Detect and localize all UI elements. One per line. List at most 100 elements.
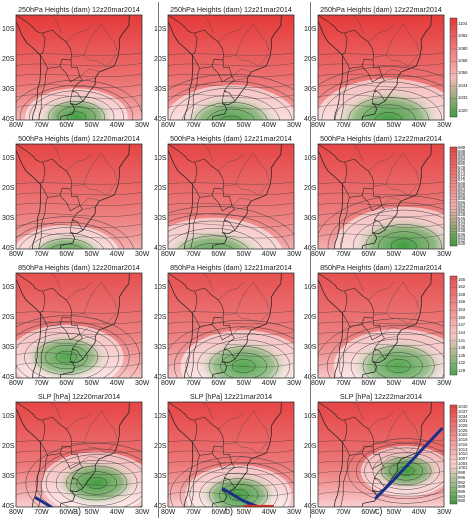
lon-tick-label: 80W — [161, 380, 176, 387]
state-border — [235, 23, 254, 56]
contour-line — [66, 111, 87, 120]
country-border — [72, 463, 83, 480]
state-border — [234, 464, 248, 468]
state-border — [218, 152, 244, 172]
contour-line — [168, 439, 294, 443]
country-border — [318, 144, 345, 163]
colorbar-tick-label: 156 — [458, 299, 466, 305]
country-border — [16, 15, 43, 34]
map-panel — [318, 273, 444, 378]
state-border — [66, 23, 92, 43]
country-border — [224, 76, 235, 93]
coastline — [16, 15, 130, 120]
colorbar — [449, 17, 458, 118]
lon-tick-label: 30W — [437, 122, 452, 129]
colorbar-tick-label: 534 — [458, 234, 466, 240]
contour-line — [179, 461, 294, 507]
lat-tick-label: 40S — [2, 503, 15, 510]
contour-line — [16, 491, 142, 497]
state-border — [385, 23, 404, 56]
state-border — [51, 402, 62, 421]
state-border — [235, 410, 254, 443]
country-border — [69, 90, 73, 104]
contour-line — [16, 73, 142, 77]
colorbar-tick-label: 1028 — [458, 423, 468, 428]
state-border — [258, 184, 268, 196]
lon-tick-label: 50W — [236, 380, 251, 387]
lat-tick-label: 40S — [2, 374, 15, 381]
state-border — [66, 152, 92, 172]
panel-title: SLP [hPa] 12z21mar2014 — [189, 392, 273, 401]
contour-line — [327, 202, 444, 249]
state-border — [223, 184, 259, 196]
contour-line — [362, 345, 435, 378]
contour-line — [318, 321, 444, 325]
contour-line — [24, 333, 109, 378]
state-border — [235, 281, 254, 314]
state-border — [203, 144, 214, 163]
lon-tick-label: 60W — [59, 122, 74, 129]
colorbar-tick-label: 584 — [458, 154, 466, 160]
colorbar-tick-label: 566 — [458, 183, 466, 189]
lat-tick-label: 30S — [2, 344, 15, 351]
state-border — [253, 23, 269, 52]
country-border — [72, 76, 83, 93]
country-border — [318, 273, 345, 292]
lon-tick-label: 60W — [211, 509, 226, 516]
state-border — [234, 335, 248, 339]
contour-line — [374, 352, 423, 378]
colorbar-tick-label: 589 — [458, 145, 466, 151]
state-border — [203, 15, 214, 34]
colorbar-tick-label: 147 — [458, 322, 466, 328]
lon-tick-label: 60W — [211, 380, 226, 387]
contour-line — [168, 481, 294, 486]
lat-tick-label: 10S — [154, 26, 167, 33]
country-border — [194, 287, 225, 327]
state-border — [258, 313, 268, 325]
colorbar-tick-label: 540 — [458, 225, 466, 231]
state-border — [385, 281, 404, 314]
contour-line — [220, 352, 267, 378]
contour-line — [218, 483, 259, 507]
coastline — [16, 144, 130, 249]
country-border — [42, 29, 73, 69]
colorbar-tick-label: 992 — [458, 479, 466, 485]
country-border — [340, 312, 350, 378]
contour-line — [16, 213, 142, 217]
country-border — [192, 32, 198, 56]
contour-line — [352, 217, 444, 249]
country-border — [374, 219, 386, 231]
colorbar-tick-label: 132 — [458, 360, 466, 366]
lon-tick-label: 70W — [336, 380, 351, 387]
column-separator — [310, 2, 311, 518]
contour-line — [16, 481, 142, 486]
contour-line — [228, 489, 249, 501]
lon-tick-label: 60W — [361, 380, 376, 387]
country-border — [374, 90, 386, 102]
country-border — [224, 477, 236, 489]
contour-line — [168, 223, 294, 228]
contour-line — [318, 233, 444, 239]
coastline — [318, 144, 432, 249]
lon-tick-label: 50W — [386, 251, 401, 258]
lat-tick-label: 40S — [154, 503, 167, 510]
lon-tick-label: 70W — [336, 509, 351, 516]
contour-line — [57, 106, 96, 120]
panel-title: 250hPa Heights (dam) 12z20mar2014 — [18, 5, 140, 14]
contour-line — [185, 333, 294, 378]
state-border — [79, 326, 100, 335]
country-border — [190, 312, 200, 378]
lat-tick-label: 10S — [2, 155, 15, 162]
country-border — [224, 348, 236, 360]
lon-tick-label: 80W — [311, 509, 326, 516]
state-border — [71, 184, 107, 196]
contour-line — [16, 352, 142, 357]
colorbar-tick-label: 558 — [458, 196, 466, 202]
lon-tick-label: 40W — [109, 509, 125, 516]
column-label: a) — [73, 506, 82, 516]
lon-tick-label: 80W — [9, 251, 24, 258]
contour-line — [16, 310, 142, 314]
state-border — [203, 402, 214, 421]
contour-line — [16, 315, 140, 378]
state-border — [51, 273, 62, 292]
